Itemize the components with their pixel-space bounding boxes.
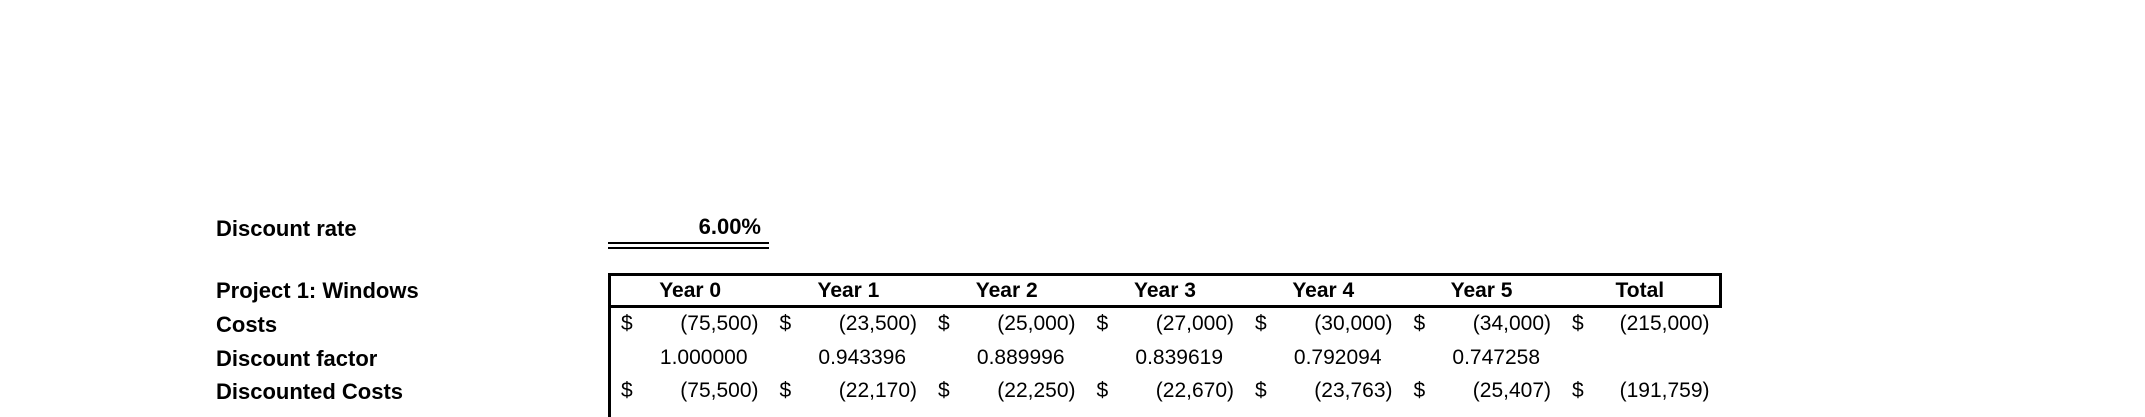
table-row-discounted-costs: $ (75,500) $ (22,170) $ (22,250) $ (22,6… <box>611 376 1722 406</box>
currency-symbol: $ <box>621 312 633 335</box>
cell-discounted-year-1[interactable]: $ (22,170) <box>770 376 929 406</box>
cell-value: (215,000) <box>1619 312 1710 335</box>
column-header-year-4[interactable]: Year 4 <box>1292 278 1355 302</box>
column-header-year-2[interactable]: Year 2 <box>975 278 1038 302</box>
currency-symbol: $ <box>1572 312 1584 335</box>
cell-discounted-year-5[interactable]: $ (25,407) <box>1404 376 1563 406</box>
currency-symbol: $ <box>1096 312 1109 335</box>
cell-factor-year-4[interactable]: 0.792094 <box>1293 346 1382 369</box>
currency-symbol: $ <box>1572 379 1584 402</box>
column-header-year-3[interactable]: Year 3 <box>1134 278 1196 302</box>
cell-discounted-total[interactable]: $ (191,759) <box>1562 376 1721 406</box>
table-row-discount-factor: 1.000000 0.943396 0.889996 0.839619 0.79… <box>611 343 1722 373</box>
cell-costs-year-4[interactable]: $ (30,000) <box>1245 309 1404 339</box>
cell-discounted-year-2[interactable]: $ (22,250) <box>928 376 1087 406</box>
cell-factor-year-3[interactable]: 0.839619 <box>1135 346 1223 369</box>
cell-costs-year-5[interactable]: $ (34,000) <box>1404 309 1563 339</box>
cell-discounted-year-3[interactable]: $ (22,670) <box>1087 376 1246 406</box>
currency-symbol: $ <box>779 312 792 335</box>
cell-costs-total[interactable]: $ (215,000) <box>1562 309 1721 339</box>
cell-value: (191,759) <box>1619 379 1710 402</box>
cell-discounted-year-0[interactable]: $ (75,500) <box>611 376 770 406</box>
column-header-year-5[interactable]: Year 5 <box>1450 278 1513 302</box>
currency-symbol: $ <box>1096 379 1109 402</box>
cell-value: (25,407) <box>1472 379 1551 402</box>
row-label-costs: Costs <box>216 312 278 337</box>
currency-symbol: $ <box>621 379 633 402</box>
cell-costs-year-0[interactable]: $ (75,500) <box>611 309 770 339</box>
row-label-discounted-costs: Discounted Costs <box>216 379 404 404</box>
cell-value: (75,500) <box>680 312 759 335</box>
table-left-border <box>608 273 611 417</box>
currency-symbol: $ <box>1413 312 1426 335</box>
cell-factor-year-5[interactable]: 0.747258 <box>1452 346 1540 369</box>
cell-costs-year-2[interactable]: $ (25,000) <box>928 309 1087 339</box>
column-header-total[interactable]: Total <box>1615 278 1665 302</box>
currency-symbol: $ <box>938 379 950 402</box>
column-header-year-0[interactable]: Year 0 <box>659 278 722 302</box>
currency-symbol: $ <box>1255 312 1267 335</box>
cell-value: (23,763) <box>1314 379 1393 402</box>
row-label-discount-factor: Discount factor <box>216 346 378 371</box>
cell-factor-year-2[interactable]: 0.889996 <box>976 346 1065 369</box>
table-row-costs: $ (75,500) $ (23,500) $ (25,000) $ (27,0… <box>611 309 1722 339</box>
cell-factor-total[interactable] <box>1562 343 1721 373</box>
cell-value: (34,000) <box>1472 312 1551 335</box>
column-header-year-1[interactable]: Year 1 <box>817 278 880 302</box>
currency-symbol: $ <box>1255 379 1267 402</box>
table-title: Project 1: Windows <box>216 278 419 303</box>
cell-value: (27,000) <box>1155 312 1234 335</box>
currency-symbol: $ <box>779 379 792 402</box>
cell-value: (30,000) <box>1314 312 1393 335</box>
cell-factor-year-1[interactable]: 0.943396 <box>818 346 906 369</box>
cell-value: (22,670) <box>1155 379 1234 402</box>
cell-value: (23,500) <box>838 312 917 335</box>
cell-costs-year-1[interactable]: $ (23,500) <box>770 309 929 339</box>
cell-value: (22,250) <box>997 379 1076 402</box>
currency-symbol: $ <box>938 312 950 335</box>
cell-costs-year-3[interactable]: $ (27,000) <box>1087 309 1246 339</box>
cell-value: (22,170) <box>838 379 917 402</box>
cell-discounted-year-4[interactable]: $ (23,763) <box>1245 376 1404 406</box>
cell-value: (75,500) <box>680 379 759 402</box>
discount-rate-label: Discount rate <box>216 216 357 241</box>
currency-symbol: $ <box>1413 379 1426 402</box>
cell-factor-year-0[interactable]: 1.000000 <box>659 346 748 369</box>
discount-rate-value-cell[interactable]: 6.00% <box>608 213 769 249</box>
cell-value: (25,000) <box>997 312 1076 335</box>
table-header-row: Year 0 Year 1 Year 2 Year 3 Year 4 Year … <box>608 273 1722 308</box>
